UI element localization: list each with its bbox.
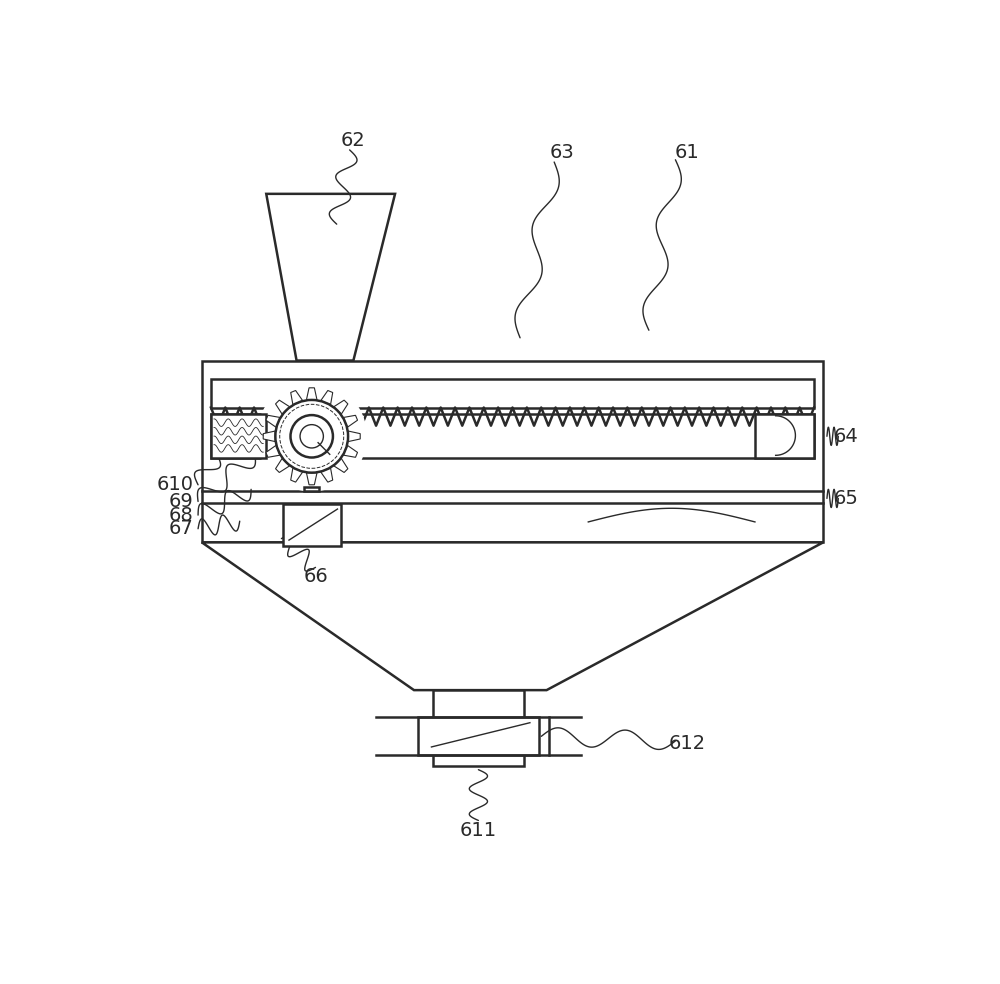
Polygon shape: [321, 391, 333, 404]
Polygon shape: [266, 446, 280, 458]
Polygon shape: [291, 391, 303, 404]
Text: 64: 64: [834, 427, 858, 446]
Polygon shape: [202, 542, 823, 690]
Text: 65: 65: [833, 489, 858, 508]
Polygon shape: [283, 505, 341, 546]
Text: 67: 67: [168, 520, 193, 538]
Text: 61: 61: [674, 143, 699, 161]
Circle shape: [257, 382, 366, 491]
Polygon shape: [276, 459, 290, 472]
Polygon shape: [202, 360, 823, 542]
Polygon shape: [334, 459, 348, 472]
Polygon shape: [266, 194, 395, 360]
Polygon shape: [755, 413, 814, 458]
Polygon shape: [418, 716, 539, 755]
Polygon shape: [433, 690, 524, 766]
Polygon shape: [334, 400, 348, 414]
Text: 612: 612: [668, 734, 705, 753]
Text: 69: 69: [168, 492, 193, 511]
Polygon shape: [266, 415, 280, 427]
Polygon shape: [306, 472, 317, 485]
Polygon shape: [321, 467, 333, 482]
Polygon shape: [306, 388, 317, 400]
Text: 63: 63: [549, 143, 574, 161]
Polygon shape: [304, 487, 319, 491]
Text: 610: 610: [157, 475, 194, 494]
Polygon shape: [291, 467, 303, 482]
Polygon shape: [343, 415, 358, 427]
Text: 62: 62: [341, 131, 366, 151]
Polygon shape: [211, 413, 814, 458]
Polygon shape: [263, 431, 275, 442]
Text: 611: 611: [460, 821, 497, 839]
Polygon shape: [348, 431, 360, 442]
Polygon shape: [343, 446, 358, 458]
Polygon shape: [211, 380, 814, 407]
Polygon shape: [211, 413, 266, 458]
Text: 68: 68: [168, 506, 193, 524]
Text: 66: 66: [303, 567, 328, 586]
Polygon shape: [276, 400, 290, 414]
